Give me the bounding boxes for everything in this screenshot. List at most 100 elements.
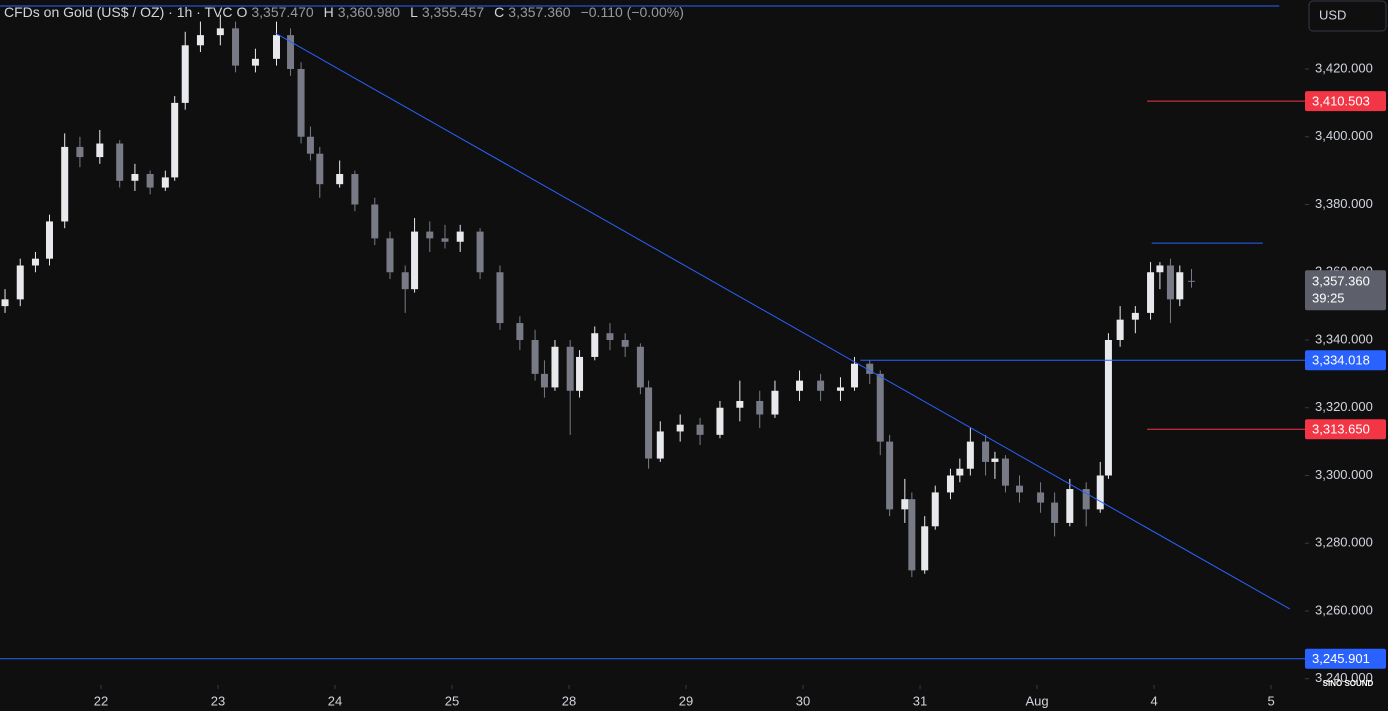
- candle-body: [756, 400, 764, 415]
- candle-body: [908, 499, 916, 571]
- candle-body: [426, 231, 434, 239]
- candle-body: [196, 35, 204, 46]
- candle-body: [297, 69, 305, 137]
- candle-body: [232, 28, 240, 66]
- level-box: [1305, 419, 1386, 440]
- candle-body: [1, 299, 9, 307]
- candle-body: [551, 346, 559, 388]
- candle-body: [1176, 272, 1184, 300]
- ohlc-value: 3,360.980: [337, 4, 401, 20]
- y-tick-label: 3,420.000: [1315, 60, 1373, 75]
- drawn-line: [275, 32, 1291, 610]
- candle-body: [161, 177, 169, 188]
- candle-body: [851, 363, 859, 388]
- ohlc-key: C: [494, 4, 505, 20]
- x-tick-label: 22: [94, 693, 108, 708]
- candle-body: [1166, 265, 1174, 300]
- candle-body: [476, 231, 484, 273]
- candle-body: [496, 272, 504, 324]
- candle-body: [817, 380, 825, 391]
- candle-body: [1051, 502, 1059, 523]
- candle-body: [1096, 475, 1104, 510]
- candle-body: [76, 146, 84, 158]
- candle-body: [181, 45, 189, 103]
- candle-body: [606, 333, 614, 340]
- y-tick-label: 3,380.000: [1315, 196, 1373, 211]
- candle-body: [591, 333, 599, 357]
- candle-body: [272, 35, 280, 59]
- candle-body: [1037, 492, 1045, 503]
- candle-body: [901, 499, 909, 510]
- candle-body: [401, 272, 409, 290]
- candle-body: [1188, 280, 1196, 282]
- candle-body: [1082, 489, 1090, 510]
- candle-body: [676, 424, 684, 432]
- candle-body: [866, 363, 874, 374]
- candle-body: [621, 339, 629, 347]
- candle-body: [531, 339, 539, 374]
- last-price-box: [1305, 270, 1386, 311]
- watermark: SINO SOUND: [1323, 679, 1374, 688]
- currency: USD: [1319, 7, 1346, 22]
- candle-body: [931, 492, 939, 527]
- candle-body: [316, 153, 324, 185]
- candle-body: [656, 431, 664, 459]
- candle-body: [251, 58, 259, 66]
- candle-body: [716, 407, 724, 435]
- ohlc-key: H: [323, 4, 334, 20]
- candle-body: [441, 238, 449, 242]
- level-label: 3,410.503: [1312, 94, 1370, 109]
- candle-body: [1001, 458, 1009, 486]
- candle-body: [886, 441, 894, 510]
- level-label: 3,313.650: [1312, 422, 1370, 437]
- y-tick-label: 3,240.000: [1315, 670, 1373, 685]
- candle-body: [1015, 485, 1023, 493]
- candle-body: [131, 174, 139, 181]
- x-tick-label: 4: [1150, 693, 1157, 708]
- candle-body: [645, 387, 653, 459]
- level-box: [1305, 91, 1386, 112]
- candle-body: [566, 346, 574, 391]
- candle-body: [61, 146, 69, 222]
- candle-body: [836, 387, 844, 391]
- candle-body: [796, 380, 804, 391]
- ohlc-key: O: [236, 4, 248, 20]
- header: CFDs on Gold (US$ / OZ) · 1h · TVC O 3,35…: [4, 4, 690, 20]
- y-tick-label: 3,260.000: [1315, 602, 1373, 617]
- ohlc-value: 3,357.470: [251, 4, 314, 20]
- candle-body: [351, 174, 359, 205]
- candle-body: [116, 143, 124, 181]
- level-box: [1305, 350, 1386, 371]
- x-tick-label: 30: [796, 693, 810, 708]
- candle-body: [306, 136, 314, 154]
- candle-body: [456, 231, 464, 242]
- y-tick-label: 3,400.000: [1315, 128, 1373, 143]
- candle-body: [946, 475, 954, 493]
- level-label: 3,245.901: [1312, 651, 1370, 666]
- candle-body: [146, 174, 154, 188]
- candle-body: [371, 204, 379, 239]
- x-tick-label: 28: [562, 693, 576, 708]
- candle-body: [956, 468, 964, 476]
- x-tick-label: 24: [328, 693, 342, 708]
- last-price-label: 3,357.360: [1312, 274, 1370, 289]
- candle-body: [966, 441, 974, 469]
- candle-body: [1131, 312, 1139, 320]
- level-label: 3,334.018: [1312, 353, 1370, 368]
- ohlc-value: 3,355.457: [421, 4, 485, 20]
- candle-body: [1116, 319, 1124, 340]
- candle-body: [576, 356, 584, 391]
- currency-box: [1308, 0, 1387, 32]
- x-tick-label: 5: [1267, 693, 1274, 708]
- candle-body: [921, 526, 929, 571]
- candle-body: [982, 441, 990, 462]
- y-tick-label: 3,280.000: [1315, 535, 1373, 550]
- y-tick-label: 3,320.000: [1315, 399, 1373, 414]
- candle-body: [991, 458, 999, 462]
- candle-body: [96, 143, 104, 158]
- y-tick-label: 3,340.000: [1315, 331, 1373, 346]
- candle-body: [1147, 272, 1155, 313]
- candle-body: [1156, 265, 1164, 273]
